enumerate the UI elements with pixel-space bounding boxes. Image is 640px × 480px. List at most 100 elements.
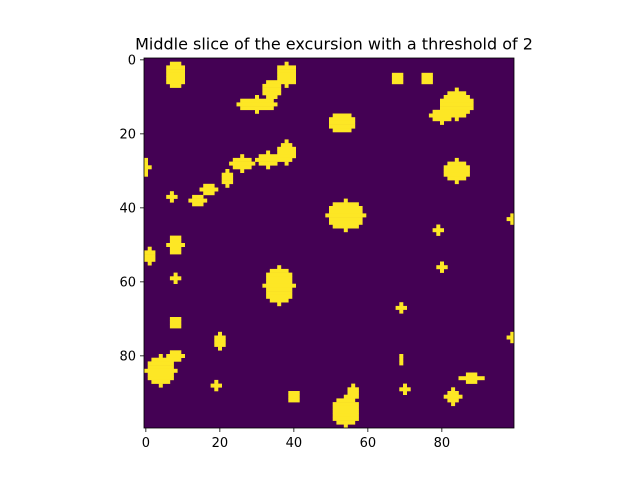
heatmap-cell-run [169,246,182,251]
heatmap-cell-run [173,272,178,277]
heatmap-cell-run [465,372,478,377]
heatmap-cell-run [262,283,296,288]
heatmap-cell-run [421,76,433,81]
chart-title: Middle slice of the excursion with a thr… [135,35,533,54]
heatmap-cell-run [266,80,296,85]
heatmap-cell-run [351,383,356,388]
heatmap-cell-run [232,157,252,162]
heatmap-cell-run [510,213,515,218]
heatmap-cell-run [421,80,433,85]
heatmap-cell-run [169,317,182,321]
heatmap-cell-run [329,220,363,225]
heatmap-cell-run [192,202,204,207]
heatmap-cell-run [440,268,444,273]
heatmap-cell-run [266,272,293,277]
heatmap-cell-run [277,65,296,70]
heatmap-cell-run [240,169,245,173]
heatmap-cell-run [218,346,222,351]
heatmap-cell-run [332,113,352,118]
heatmap-cell-run [288,394,300,399]
heatmap-cell-run [329,209,363,214]
heatmap-cell-run [454,87,459,92]
heatmap-cell-run [147,261,152,266]
heatmap-cell-run [144,257,156,262]
x-tick-label: 40 [286,436,303,451]
heatmap-cell-run [391,80,404,85]
heatmap-cell-run [192,194,204,199]
heatmap-cell-run [436,265,448,270]
y-tick-label: 40 [119,201,136,216]
y-tick-label: 20 [119,127,136,142]
heatmap-cell-run [403,391,407,395]
heatmap-cell-run [451,387,456,392]
heatmap-cell-run [277,76,296,81]
heatmap-cell-run [447,398,459,403]
y-tick-label: 60 [119,275,136,290]
heatmap-cell-run [188,198,208,203]
heatmap-cell-run [258,154,296,159]
heatmap-cell-run [277,146,296,151]
heatmap-cell-run [440,98,474,103]
heatmap-cell-run [329,120,356,125]
heatmap-cell-run [218,331,222,336]
heatmap-cell-run [173,280,178,284]
heatmap-cell-run [199,187,219,192]
heatmap-cell-run [169,191,174,196]
heatmap-cell-run [166,354,185,358]
heatmap-cell-run [332,402,359,407]
heatmap-cell-run [240,106,274,111]
heatmap-cell-run [280,143,293,148]
heatmap-cell-run [510,331,515,336]
heatmap-cell-run [432,228,444,233]
heatmap-cell-run [443,394,463,399]
heatmap-cell-run [336,420,356,425]
heatmap-cell-run [147,361,174,366]
heatmap-cell-run [443,95,470,99]
heatmap-cell-run [169,276,182,281]
x-tick-label: 60 [360,436,377,451]
heatmap-cell-run [221,176,234,181]
heatmap-cell-run [151,379,171,384]
heatmap-cell-run [169,239,182,244]
heatmap-cell-run [203,191,215,196]
heatmap-cell-run [255,95,259,99]
heatmap-cell-run [277,302,282,307]
heatmap-cell-run [343,198,348,203]
heatmap-cell-run [269,268,289,273]
heatmap-cell-run [144,169,148,173]
heatmap-cell-run [266,294,293,299]
heatmap-cell-run [443,172,470,177]
heatmap-cell-run [399,357,404,362]
heatmap-cell-run [166,80,185,85]
heatmap-cell-run [225,183,230,188]
heatmap-cell-run [240,98,274,103]
heatmap-cell-run [166,194,178,199]
heatmap-cell-run [403,383,407,388]
heatmap-cell-run [399,309,404,314]
heatmap-cell-run [347,387,359,392]
heatmap-cell-run [428,113,467,118]
heatmap-cell-run [255,157,293,162]
heatmap-cell-run [332,224,359,229]
heatmap-cell-run [214,335,226,340]
heatmap-cell-run [436,224,441,229]
heatmap-cell-run [454,157,459,162]
heatmap-cell-run [343,424,348,429]
heatmap-cell-run [262,87,282,92]
heatmap-cell-run [432,109,470,114]
heatmap-cell-run [255,109,259,114]
heatmap-cell-run [465,379,478,384]
heatmap-cell-run [262,91,282,96]
heatmap-cell-run [169,83,182,88]
heatmap-cell-run [232,165,252,170]
heatmap-cell-run [343,228,348,233]
heatmap-cell-run [214,339,226,344]
heatmap-cell-run [395,305,407,310]
heatmap-cell-run [221,172,234,177]
heatmap-cell-run [391,76,404,81]
x-tick-label: 80 [434,436,451,451]
heatmap-cell-run [332,202,359,207]
heatmap-cell-run [147,376,174,381]
heatmap-cell-run [144,172,148,177]
heatmap-cell-run [266,280,293,284]
